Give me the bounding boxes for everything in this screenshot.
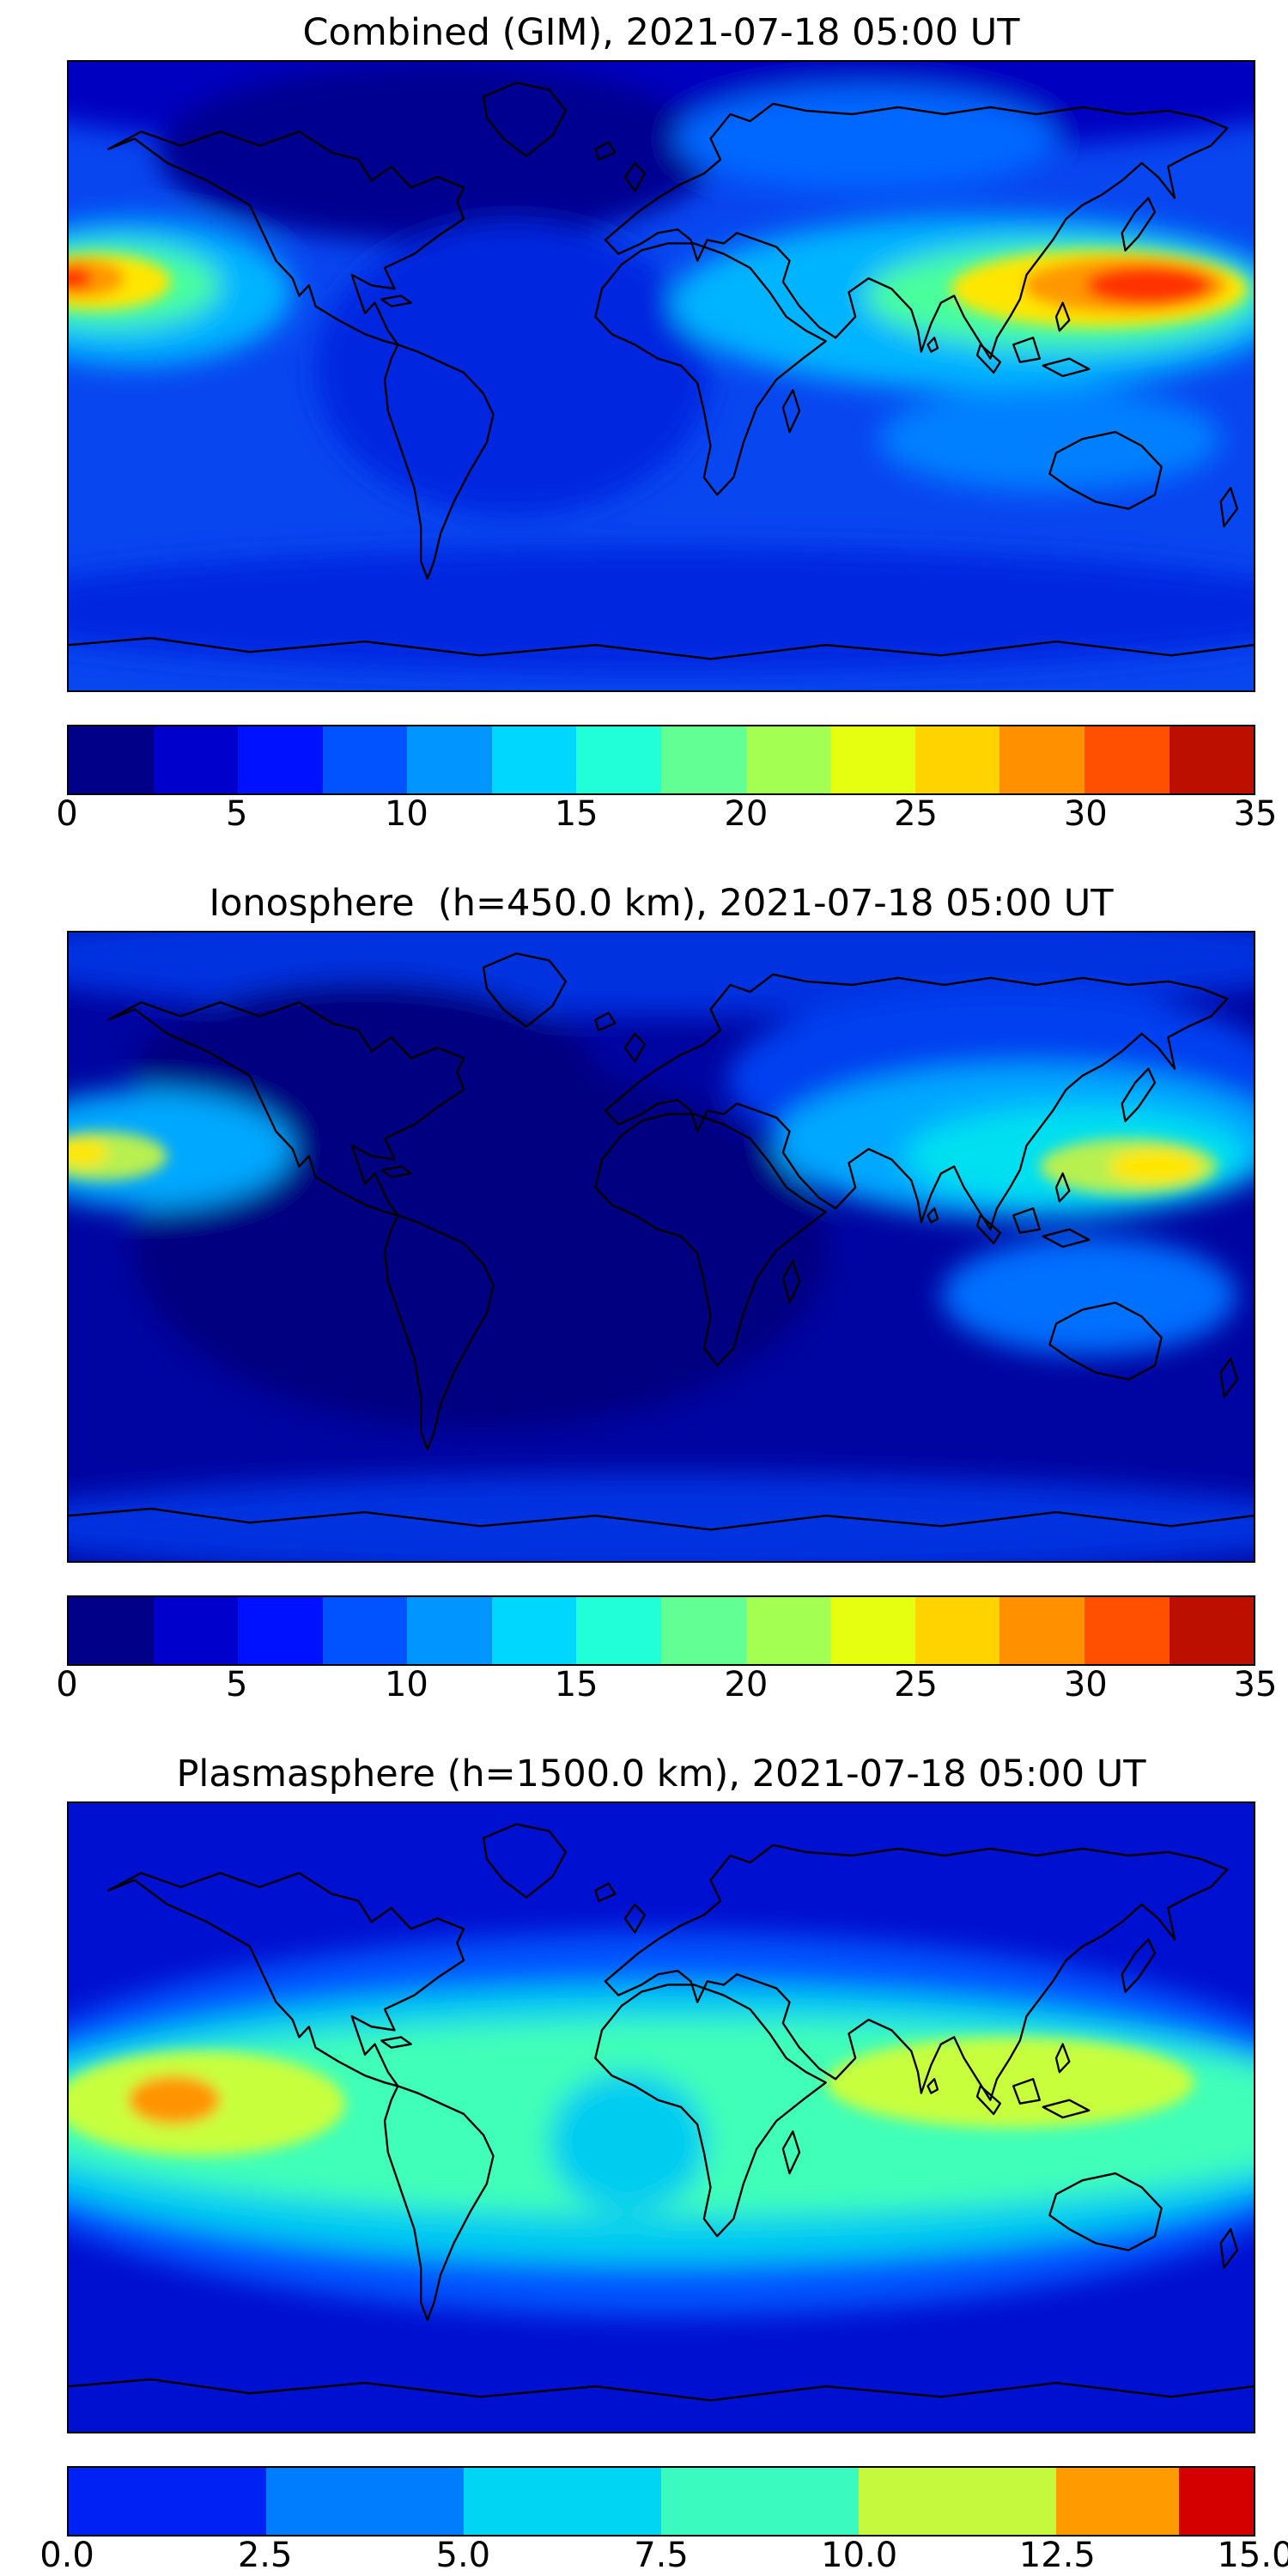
colorbar-segment — [491, 1597, 577, 1664]
colorbar: 0 5 10 15 20 25 30 35 — [56, 725, 1277, 834]
colorbar-bar — [67, 1595, 1255, 1666]
colorbar-segment — [914, 726, 1000, 793]
colorbar-segment — [491, 726, 577, 793]
colorbar-ticks: 0 5 10 15 20 25 30 35 — [56, 794, 1277, 834]
tec-field-soft — [69, 62, 1254, 673]
colorbar-segment — [661, 2468, 859, 2535]
colorbar-tick-label: 0.0 — [39, 2536, 94, 2575]
colorbar-segment — [830, 1597, 915, 1664]
colorbar-tick-label: 5 — [225, 794, 248, 834]
panel-ionosphere: Ionosphere (h=450.0 km), 2021-07-18 05:0… — [0, 831, 1288, 1702]
colorbar-segment — [266, 2468, 464, 2535]
world-map — [69, 1803, 1254, 2432]
colorbar-tick-label: 20 — [724, 794, 769, 834]
colorbar-ticks: 0 5 10 15 20 25 30 35 — [56, 1665, 1277, 1704]
colorbar-segment — [238, 726, 323, 793]
colorbar-segment — [1169, 1597, 1255, 1664]
tec-blob — [128, 2075, 221, 2125]
colorbar-tick-label: 35 — [1233, 1665, 1278, 1704]
colorbar: 0.0 2.5 5.0 7.5 10.0 12.5 15.0 — [39, 2466, 1288, 2575]
colorbar-segment — [322, 1597, 408, 1664]
colorbar-tick-label: 12.5 — [1018, 2536, 1096, 2575]
tec-blob — [878, 386, 1221, 492]
colorbar-tick-label: 15 — [554, 794, 598, 834]
colorbar-tick-label: 15 — [554, 1665, 598, 1704]
colorbar-segment — [576, 726, 662, 793]
colorbar-tick-label: 30 — [1063, 794, 1108, 834]
tec-blob — [69, 547, 1254, 673]
colorbar-tick-label: 15.0 — [1217, 2536, 1288, 2575]
panel-plasmasphere: Plasmasphere (h=1500.0 km), 2021-07-18 0… — [0, 1702, 1288, 2573]
colorbar-segment — [69, 1597, 154, 1664]
tec-blob — [69, 265, 92, 291]
colorbar: 0 5 10 15 20 25 30 35 — [56, 1595, 1277, 1704]
colorbar-segment — [745, 726, 831, 793]
tec-blob — [315, 222, 711, 516]
colorbar-segment — [830, 726, 915, 793]
colorbar-ticks: 0.0 2.5 5.0 7.5 10.0 12.5 15.0 — [39, 2536, 1288, 2575]
colorbar-segment — [322, 726, 408, 793]
colorbar-segment — [464, 2468, 661, 2535]
panel-title: Combined (GIM), 2021-07-18 05:00 UT — [302, 11, 1020, 54]
tec-blob — [1109, 1149, 1201, 1184]
colorbar-tick-label: 0 — [56, 1665, 78, 1704]
colorbar-tick-label: 10 — [384, 794, 428, 834]
colorbar-tick-label: 30 — [1063, 1665, 1108, 1704]
panel-title: Plasmasphere (h=1500.0 km), 2021-07-18 0… — [176, 1753, 1146, 1795]
colorbar-tick-label: 25 — [894, 794, 939, 834]
tec-blob — [69, 1473, 1254, 1561]
colorbar-tick-label: 20 — [724, 1665, 769, 1704]
tec-blob — [674, 86, 1056, 191]
colorbar-tick-label: 0 — [56, 794, 78, 834]
colorbar-segment — [999, 726, 1084, 793]
colorbar-segment — [407, 726, 492, 793]
tec-blob — [69, 1138, 108, 1167]
colorbar-tick-label: 5.0 — [435, 2536, 491, 2575]
tec-blob — [825, 2037, 1194, 2129]
tec-field-hotspots — [69, 1131, 1218, 1194]
map-frame — [67, 60, 1255, 692]
tec-blob — [940, 1236, 1237, 1356]
tec-field-hotspots — [69, 250, 1248, 328]
colorbar-segment — [153, 726, 239, 793]
colorbar-bar — [67, 725, 1255, 795]
world-map — [69, 933, 1254, 1561]
tec-blob — [157, 62, 718, 244]
map-frame — [67, 931, 1255, 1563]
colorbar-segment — [1084, 1597, 1170, 1664]
colorbar-segment — [859, 2468, 1056, 2535]
colorbar-segment — [1056, 2468, 1179, 2535]
colorbar-segment — [69, 726, 154, 793]
colorbar-tick-label: 2.5 — [237, 2536, 293, 2575]
colorbar-tick-label: 35 — [1233, 794, 1278, 834]
colorbar-segment — [153, 1597, 239, 1664]
colorbar-segment — [407, 1597, 492, 1664]
tec-field-hotspots — [69, 2037, 1194, 2156]
colorbar-tick-label: 10 — [384, 1665, 428, 1704]
colorbar-segment — [69, 2468, 266, 2535]
colorbar-tick-label: 7.5 — [634, 2536, 689, 2575]
colorbar-segment — [1169, 726, 1255, 793]
colorbar-tick-label: 25 — [894, 1665, 939, 1704]
panel-combined-gim: Combined (GIM), 2021-07-18 05:00 UT 0 5 10… — [0, 0, 1288, 831]
colorbar-tick-label: 5 — [225, 1665, 248, 1704]
colorbar-segment — [1084, 726, 1170, 793]
map-frame — [67, 1801, 1255, 2433]
colorbar-tick-label: 10.0 — [821, 2536, 898, 2575]
tec-blob — [549, 2072, 708, 2212]
colorbar-segment — [1178, 2468, 1254, 2535]
tec-blob — [1085, 265, 1212, 305]
colorbar-bar — [67, 2466, 1255, 2537]
colorbar-segment — [661, 1597, 746, 1664]
colorbar-segment — [745, 1597, 831, 1664]
colorbar-segment — [914, 1597, 1000, 1664]
colorbar-segment — [576, 1597, 662, 1664]
tec-field-soft — [69, 933, 1254, 1561]
colorbar-segment — [999, 1597, 1084, 1664]
colorbar-segment — [238, 1597, 323, 1664]
colorbar-segment — [661, 726, 746, 793]
world-map — [69, 62, 1254, 690]
panel-title: Ionosphere (h=450.0 km), 2021-07-18 05:0… — [209, 882, 1114, 925]
